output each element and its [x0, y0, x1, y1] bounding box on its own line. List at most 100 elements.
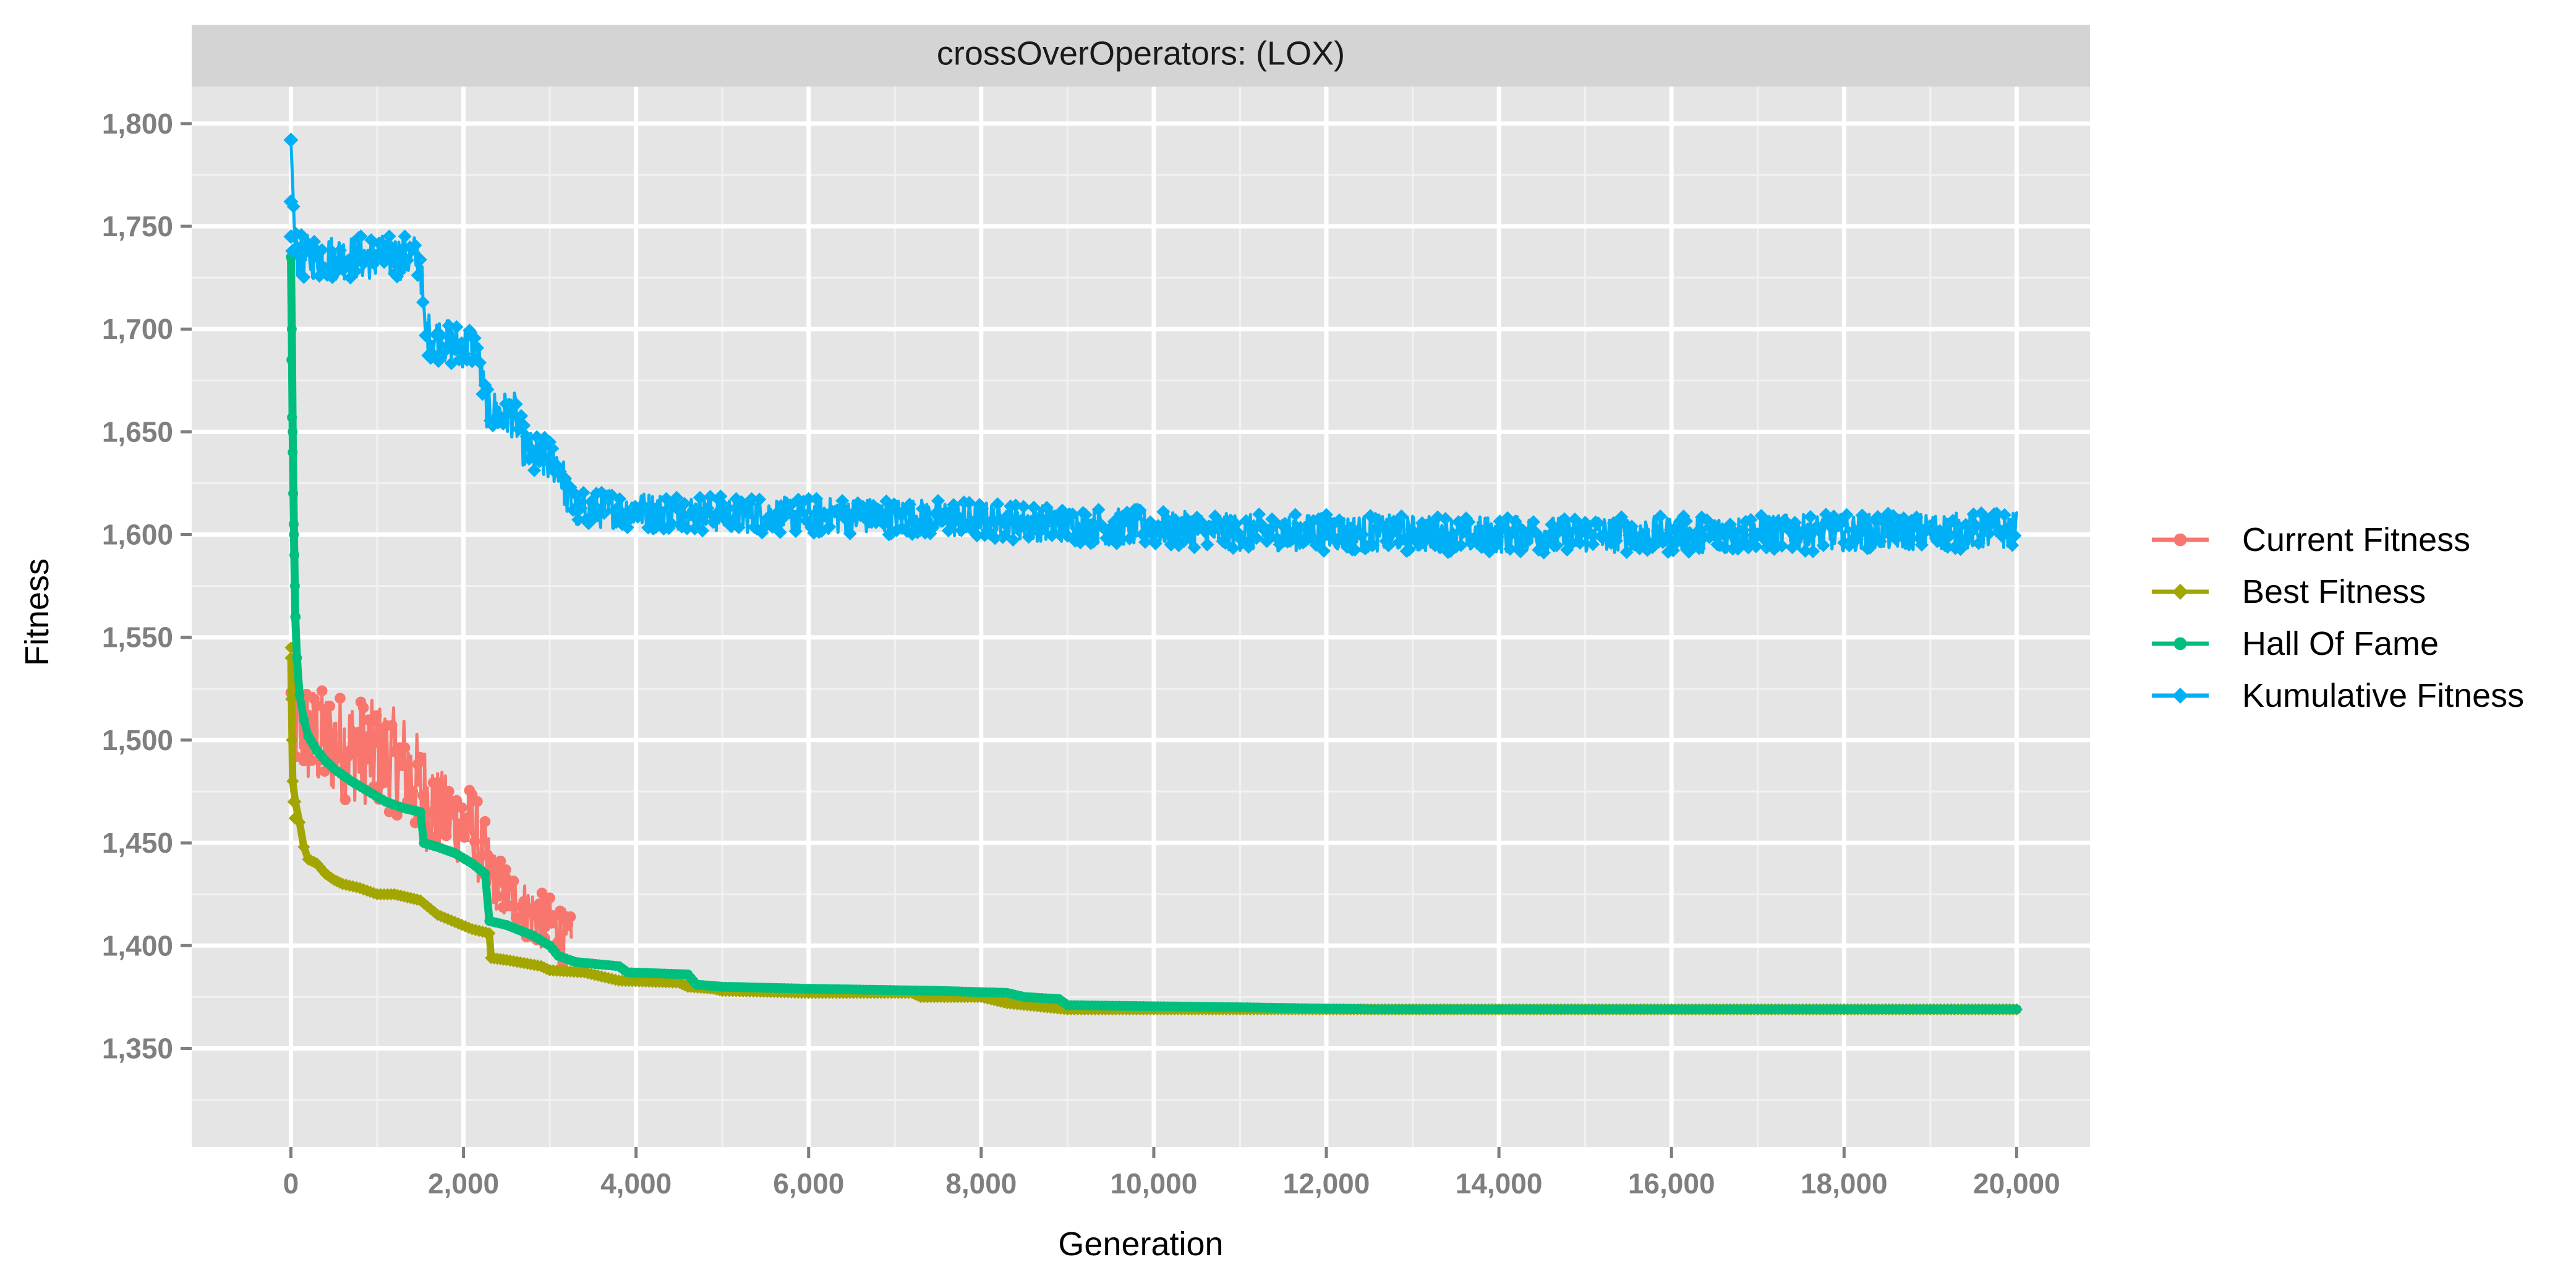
data-point [1389, 520, 1404, 534]
data-point [1503, 542, 1517, 556]
data-point [535, 441, 549, 455]
data-point [1226, 541, 1240, 555]
data-point [1436, 532, 1450, 547]
data-point [1526, 515, 1540, 529]
data-point [286, 775, 299, 788]
data-point [1187, 540, 1201, 555]
data-point [753, 492, 767, 506]
data-point [970, 529, 984, 543]
data-point [1666, 544, 1680, 558]
data-point [843, 526, 857, 540]
data-point [427, 777, 439, 788]
data-point [518, 896, 530, 907]
data-point [1288, 508, 1302, 522]
data-point [709, 508, 723, 522]
data-point [411, 268, 425, 283]
data-point [416, 295, 430, 309]
data-point [856, 500, 870, 514]
series-hall-of-fame [286, 252, 2022, 1015]
data-point [1966, 507, 1981, 521]
data-point [386, 720, 398, 731]
data-point [2011, 1004, 2022, 1015]
data-point [1456, 525, 1470, 539]
data-point [1648, 536, 1662, 550]
data-point [289, 550, 300, 560]
data-point [1482, 545, 1496, 559]
data-point [294, 228, 309, 242]
x-tick-label: 6,000 [773, 1167, 844, 1200]
data-point [1816, 538, 1830, 552]
data-point [369, 248, 383, 262]
data-point [1017, 500, 1031, 514]
data-point [1316, 544, 1331, 558]
data-point [332, 752, 343, 764]
data-point [450, 320, 464, 334]
data-point [670, 490, 684, 505]
data-point [456, 802, 467, 813]
data-point [664, 516, 678, 531]
data-point [398, 229, 412, 244]
series-kumulative-fitness [283, 132, 2022, 560]
data-point [1840, 508, 1854, 522]
data-point [508, 876, 519, 887]
data-point [1402, 542, 1416, 557]
data-point [315, 243, 329, 257]
data-point [809, 492, 824, 506]
data-point [333, 243, 348, 257]
data-point [294, 689, 305, 700]
data-point [454, 336, 469, 350]
data-point [908, 514, 922, 528]
data-point [288, 812, 301, 825]
data-point [513, 913, 524, 925]
data-point [947, 498, 961, 512]
data-point [696, 524, 710, 538]
data-point [1490, 529, 1504, 544]
data-point [1565, 535, 1579, 550]
data-point [1798, 544, 1812, 558]
data-point [2005, 538, 2019, 552]
data-point [297, 840, 310, 853]
data-point [1679, 514, 1693, 528]
data-point [1671, 533, 1686, 547]
data-point [530, 430, 544, 444]
data-point [545, 441, 560, 456]
data-point [289, 529, 299, 540]
y-tick-label: 1,600 [102, 519, 173, 551]
series-markers-kumulative-fitness [283, 132, 2022, 560]
data-point [396, 760, 408, 772]
facet-strip-label: crossOverOperators: (LOX) [937, 35, 1345, 72]
data-point [288, 488, 299, 499]
data-point [1112, 529, 1127, 544]
x-tick-label: 0 [283, 1167, 299, 1200]
legend-label: Kumulative Fitness [2242, 677, 2524, 714]
data-point [503, 900, 514, 911]
data-point [1982, 526, 1996, 540]
data-point [1091, 503, 1106, 517]
data-point [1412, 538, 1427, 552]
data-point [801, 492, 816, 506]
facet-strip [192, 25, 2090, 87]
data-point [440, 830, 452, 842]
data-point [996, 530, 1010, 544]
data-point [354, 229, 368, 244]
y-tick-label: 1,650 [102, 416, 173, 448]
x-tick-label: 8,000 [945, 1167, 1017, 1200]
y-tick-label: 1,400 [102, 929, 173, 962]
data-point [1545, 518, 1559, 532]
data-point [1785, 540, 1799, 555]
data-point [1065, 507, 1080, 521]
data-point [631, 510, 645, 524]
data-point [1584, 526, 1598, 540]
data-point [794, 505, 808, 519]
data-point [480, 382, 495, 396]
data-point [571, 513, 586, 527]
data-point [1765, 532, 1779, 546]
data-point [1086, 535, 1101, 549]
data-point [399, 742, 411, 754]
data-point [574, 501, 588, 515]
data-point [1133, 503, 1147, 518]
data-point [620, 521, 634, 535]
data-point [962, 495, 976, 510]
data-point [285, 243, 301, 258]
data-point [1006, 533, 1020, 547]
